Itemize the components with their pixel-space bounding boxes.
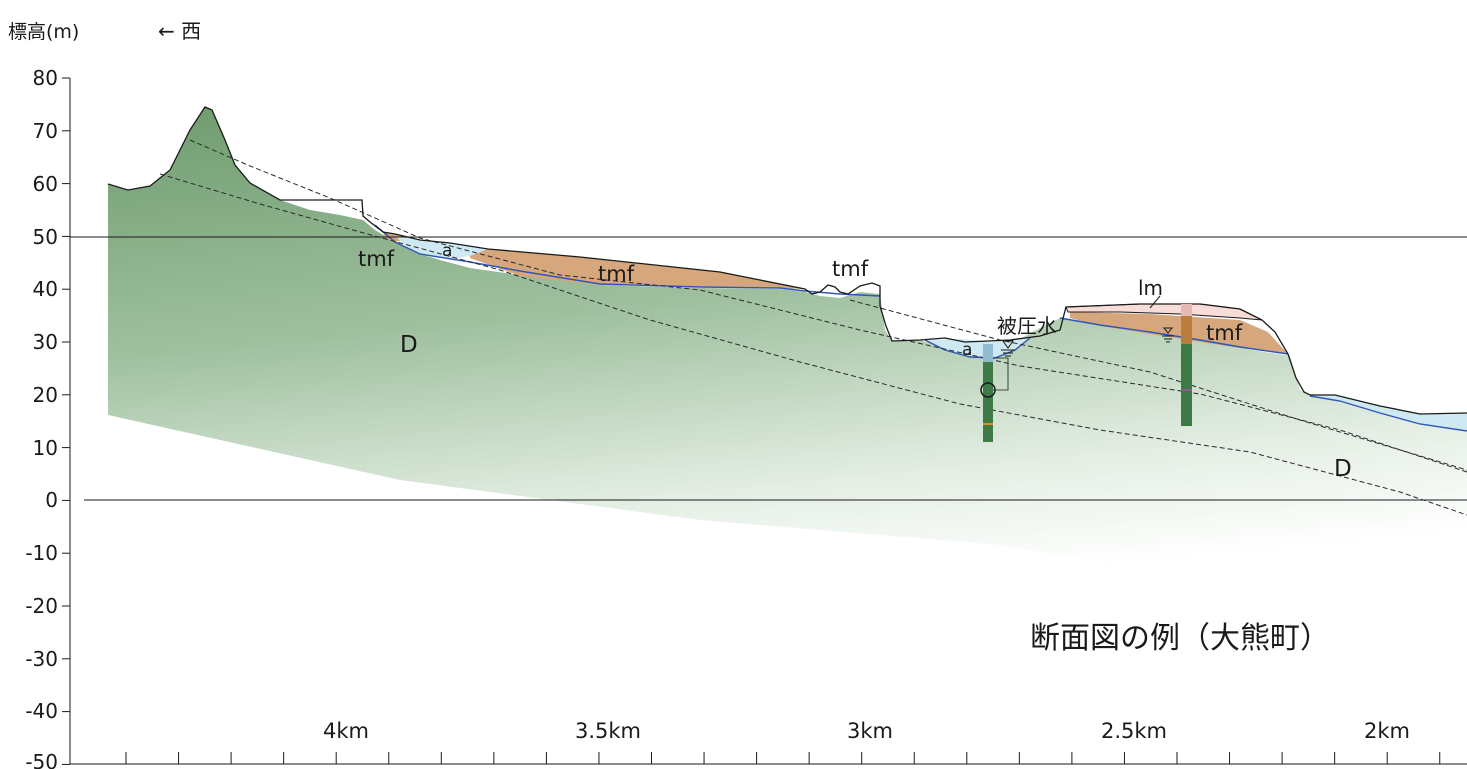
bedding-dashed-lines	[159, 139, 1467, 516]
y-tick-labels: 80 70 60 50 40 30 20 10 0 -10 -20 -30 -4…	[25, 66, 58, 769]
label-tmf: tmf	[1206, 321, 1243, 345]
caption: 断面図の例（大熊町）	[1030, 621, 1330, 656]
label-D: D	[400, 332, 418, 358]
lm-leader-line	[1149, 295, 1161, 309]
ground-surface	[107, 106, 1467, 415]
borehole-2	[1181, 304, 1192, 426]
y-tick-label: 0	[45, 488, 58, 512]
water-level-symbol-2	[1162, 327, 1174, 343]
x-label: 2.5km	[1101, 719, 1167, 743]
label-a: a	[962, 340, 972, 360]
y-tick-label: -10	[25, 541, 58, 565]
label-D: D	[1334, 456, 1352, 482]
axes	[69, 78, 1467, 765]
terrace-deposit-tmf-2	[1070, 312, 1288, 354]
y-tick-label: 30	[33, 330, 58, 354]
x-label: 3km	[847, 719, 893, 743]
y-tick-label: 50	[33, 225, 58, 249]
y-tick-label: -50	[25, 750, 58, 769]
y-tick-label: -30	[25, 647, 58, 671]
alluvium-a-3	[1310, 395, 1467, 430]
y-tick-label: 10	[33, 436, 58, 460]
borehole-1	[980, 344, 1009, 442]
x-ticks	[125, 752, 1441, 764]
y-tick-label: 70	[33, 119, 58, 143]
label-lm: lm	[1138, 276, 1163, 300]
label-tmf: tmf	[832, 257, 869, 281]
y-tick-label: 20	[33, 383, 58, 407]
geology-labels: tmf a tmf tmf D a 被圧水 lm tmf D	[358, 241, 1352, 482]
x-distance-labels: 4km 3.5km 3km 2.5km 2km	[323, 719, 1410, 743]
label-tmf: tmf	[598, 262, 635, 286]
y-tick-label: 60	[33, 172, 58, 196]
direction-indicator: ← 西	[158, 19, 201, 43]
y-axis-title: 標高(m)	[8, 21, 79, 43]
y-tick-label: 80	[33, 66, 58, 90]
alluvium-a-1	[395, 236, 488, 259]
terrace-deposit-tmf-1	[470, 248, 805, 289]
x-label: 4km	[323, 719, 369, 743]
label-a: a	[442, 241, 452, 261]
x-label: 3.5km	[575, 719, 641, 743]
y-tick-label: -40	[25, 699, 58, 723]
x-label: 2km	[1364, 719, 1410, 743]
bedrock-layer-D	[108, 107, 1467, 630]
label-tmf: tmf	[358, 247, 395, 271]
water-level-symbol	[1001, 340, 1015, 357]
layer-boundaries	[374, 224, 1467, 432]
y-tick-label: 40	[33, 277, 58, 301]
y-ticks	[62, 77, 70, 765]
label-artesian-water: 被圧水	[997, 314, 1057, 338]
y-tick-label: -20	[25, 594, 58, 618]
